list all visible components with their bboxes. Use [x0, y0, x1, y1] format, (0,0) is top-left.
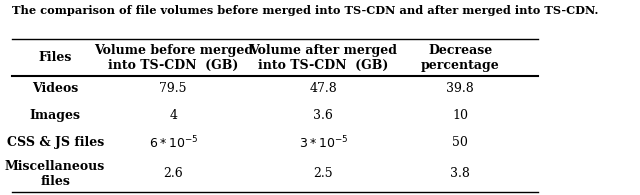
Text: 50: 50 [452, 136, 468, 149]
Text: 4: 4 [169, 109, 177, 122]
Text: $6 * 10^{-5}$: $6 * 10^{-5}$ [148, 134, 198, 151]
Text: 79.5: 79.5 [159, 82, 187, 96]
Text: 2.6: 2.6 [163, 167, 183, 180]
Text: Videos: Videos [32, 82, 78, 96]
Text: Volume before merged
into TS-CDN  (GB): Volume before merged into TS-CDN (GB) [93, 44, 253, 72]
Text: 3.6: 3.6 [314, 109, 333, 122]
Text: Images: Images [29, 109, 81, 122]
Text: Volume after merged
into TS-CDN  (GB): Volume after merged into TS-CDN (GB) [250, 44, 397, 72]
Text: 47.8: 47.8 [310, 82, 337, 96]
Text: $3 * 10^{-5}$: $3 * 10^{-5}$ [299, 134, 348, 151]
Text: Miscellaneous
files: Miscellaneous files [5, 160, 105, 188]
Text: CSS & JS files: CSS & JS files [6, 136, 104, 149]
Text: The comparison of file volumes before merged into TS-CDN and after merged into T: The comparison of file volumes before me… [12, 5, 598, 16]
Text: Files: Files [38, 51, 72, 64]
Text: 2.5: 2.5 [314, 167, 333, 180]
Text: 39.8: 39.8 [446, 82, 474, 96]
Text: Decrease
percentage: Decrease percentage [420, 44, 499, 72]
Text: 10: 10 [452, 109, 468, 122]
Text: 3.8: 3.8 [450, 167, 470, 180]
